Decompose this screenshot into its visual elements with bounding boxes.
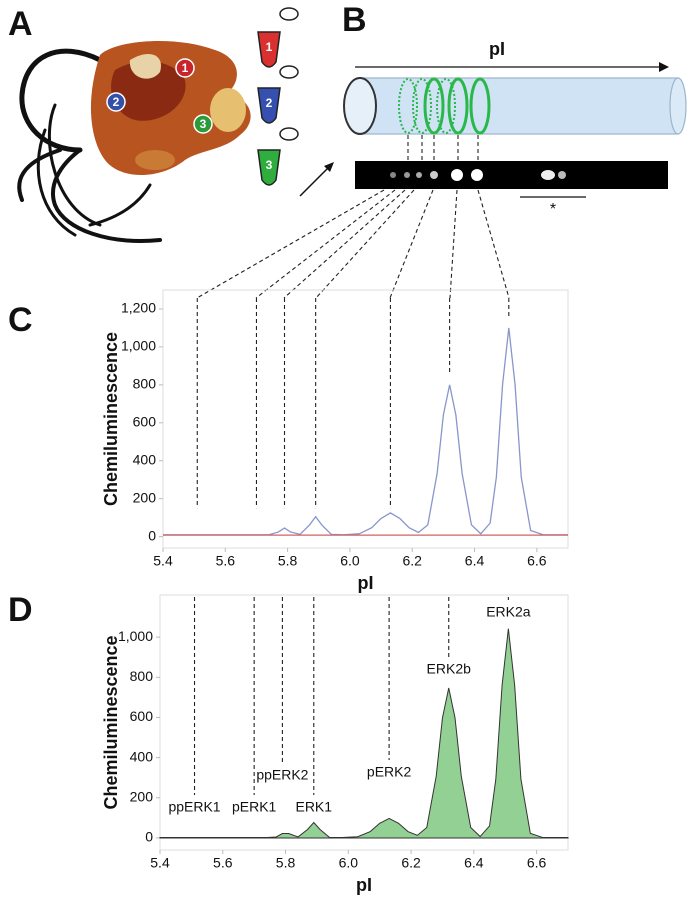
y-tick-label: 800 bbox=[130, 668, 154, 684]
gel-strip bbox=[355, 161, 668, 198]
peak-label: pERK1 bbox=[232, 799, 277, 815]
peak-label: ERK1 bbox=[295, 799, 332, 815]
panel-label: A bbox=[8, 5, 33, 43]
arrow bbox=[299, 162, 334, 197]
x-tick-label: 5.8 bbox=[276, 855, 296, 871]
connector-lines bbox=[196, 135, 510, 299]
tube-number: 1 bbox=[266, 40, 273, 54]
y-tick-label: 600 bbox=[130, 708, 154, 724]
mouse-outline bbox=[17, 48, 162, 243]
x-tick-label: 5.6 bbox=[216, 553, 236, 569]
panel-label: C bbox=[8, 301, 33, 339]
x-tick-label: 6.4 bbox=[464, 855, 484, 871]
y-tick-label: 600 bbox=[133, 413, 157, 429]
y-tick-label: 400 bbox=[130, 748, 154, 764]
x-axis-label: pI bbox=[358, 573, 374, 593]
tube-number: 3 bbox=[266, 158, 273, 172]
y-tick-label: 1,000 bbox=[118, 628, 153, 644]
gel-note: * bbox=[550, 201, 556, 218]
sample-number: 3 bbox=[200, 117, 207, 131]
y-tick-label: 1,200 bbox=[121, 300, 156, 316]
peak-label: ERK2a bbox=[486, 604, 531, 620]
y-tick-label: 0 bbox=[145, 829, 153, 845]
x-tick-label: 6.2 bbox=[401, 855, 421, 871]
sample-markers: 1 2 3 bbox=[106, 58, 213, 134]
charts: 0 200 400 600 800 1,000 1,200 5.4 5.6 5.8 6.0 6.2 6.… bbox=[101, 289, 569, 895]
panel-label: D bbox=[8, 591, 33, 629]
gel-axis-label: pI bbox=[489, 39, 505, 59]
sample-number: 1 bbox=[182, 61, 189, 75]
y-tick-label: 0 bbox=[148, 527, 156, 543]
y-axis-label: Chemiluminescence bbox=[101, 635, 121, 809]
x-tick-label: 5.8 bbox=[278, 553, 298, 569]
x-tick-label: 6.0 bbox=[339, 855, 359, 871]
plot-frame bbox=[159, 594, 569, 851]
y-tick-label: 400 bbox=[133, 451, 157, 467]
capillary bbox=[343, 77, 687, 135]
y-tick-label: 800 bbox=[133, 376, 157, 392]
tube-number: 2 bbox=[266, 96, 273, 110]
data-line bbox=[163, 327, 568, 536]
sample-number: 2 bbox=[113, 95, 120, 109]
y-tick-label: 200 bbox=[133, 489, 157, 505]
data-area bbox=[159, 628, 569, 839]
x-tick-label: 6.6 bbox=[527, 855, 547, 871]
x-tick-label: 6.6 bbox=[527, 553, 547, 569]
x-tick-label: 6.4 bbox=[465, 553, 485, 569]
peak-label: ppERK1 bbox=[168, 799, 220, 815]
tumor-photo bbox=[90, 40, 251, 176]
plot-frame bbox=[162, 289, 569, 549]
y-tick-label: 1,000 bbox=[121, 338, 156, 354]
pi-arrow bbox=[355, 62, 669, 72]
panel-label: B bbox=[342, 1, 367, 39]
y-axis-label: Chemiluminescence bbox=[101, 332, 121, 506]
peak-label: pERK2 bbox=[367, 764, 412, 780]
x-tick-label: 5.4 bbox=[153, 553, 173, 569]
x-tick-label: 6.2 bbox=[402, 553, 422, 569]
x-tick-label: 5.4 bbox=[150, 855, 170, 871]
sample-tubes bbox=[257, 7, 299, 186]
x-tick-label: 5.6 bbox=[213, 855, 233, 871]
y-tick-label: 200 bbox=[130, 788, 154, 804]
peak-label: ppERK2 bbox=[256, 767, 308, 783]
peak-label: ERK2b bbox=[427, 661, 472, 677]
x-tick-label: 6.0 bbox=[340, 553, 360, 569]
x-axis-label: pI bbox=[356, 875, 372, 895]
